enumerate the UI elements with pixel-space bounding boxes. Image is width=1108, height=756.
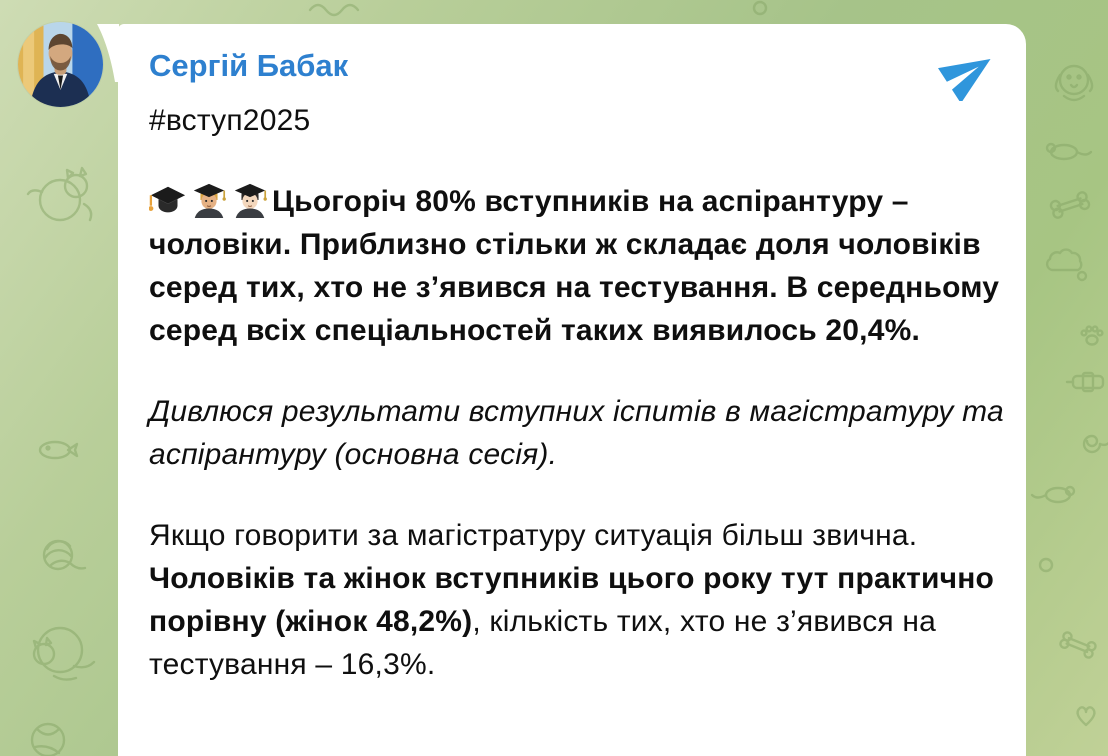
avatar-photo — [18, 22, 103, 107]
doodle-bone — [1049, 191, 1091, 219]
doodle-beach-ball — [30, 722, 66, 756]
doodle-poodle — [1045, 248, 1088, 282]
text-segment-bold: Чоловіків та жінок вступників цього року… — [149, 562, 995, 638]
paragraph-1-text: Цьогоріч 80% вступників на аспірантуру –… — [149, 185, 1000, 347]
message-paragraph-1: Цьогоріч 80% вступників на аспірантуру –… — [149, 180, 1027, 352]
message-paragraph-2: Дивлюся результати вступних іспитів в ма… — [149, 395, 1004, 471]
bubble-tail — [97, 24, 119, 82]
graduation-cap-emoji — [149, 186, 186, 213]
doodle-cat — [26, 166, 93, 222]
doodle-collar — [1065, 371, 1105, 393]
hashtag[interactable]: #вступ2025 — [149, 104, 311, 137]
text-segment: Якщо говорити за магістратуру ситуація б… — [149, 519, 918, 552]
message-paragraph-3: Якщо говорити за магістратуру ситуація б… — [149, 514, 1027, 686]
message-text: #вступ2025 — [149, 99, 1027, 724]
doodle-heart — [1076, 706, 1096, 727]
doodle-ring — [1038, 557, 1054, 573]
doodle-dish-bone — [38, 440, 79, 460]
telegram-icon[interactable] — [938, 45, 1000, 101]
doodle-ring — [752, 0, 768, 16]
avatar[interactable] — [18, 22, 103, 107]
doodle-bone — [1059, 631, 1097, 659]
doodle-snail — [1082, 434, 1108, 454]
doodle-mouse — [1045, 142, 1093, 161]
doodle-squiggle — [308, 3, 360, 17]
doodle-paw-print — [1080, 325, 1104, 346]
doodle-yarn-ball — [42, 539, 87, 571]
message-bubble: Сергій Бабак #вступ2025 — [97, 24, 1027, 756]
doodle-sleeping-cat — [32, 626, 96, 681]
student-emoji — [193, 183, 226, 219]
author-name[interactable]: Сергій Бабак — [149, 48, 349, 83]
student-emoji — [234, 183, 267, 219]
text-segment: , кількість тих, хто не з’явився на тест… — [149, 605, 937, 681]
doodle-dog — [1054, 64, 1094, 102]
doodle-mouse — [1030, 485, 1076, 504]
